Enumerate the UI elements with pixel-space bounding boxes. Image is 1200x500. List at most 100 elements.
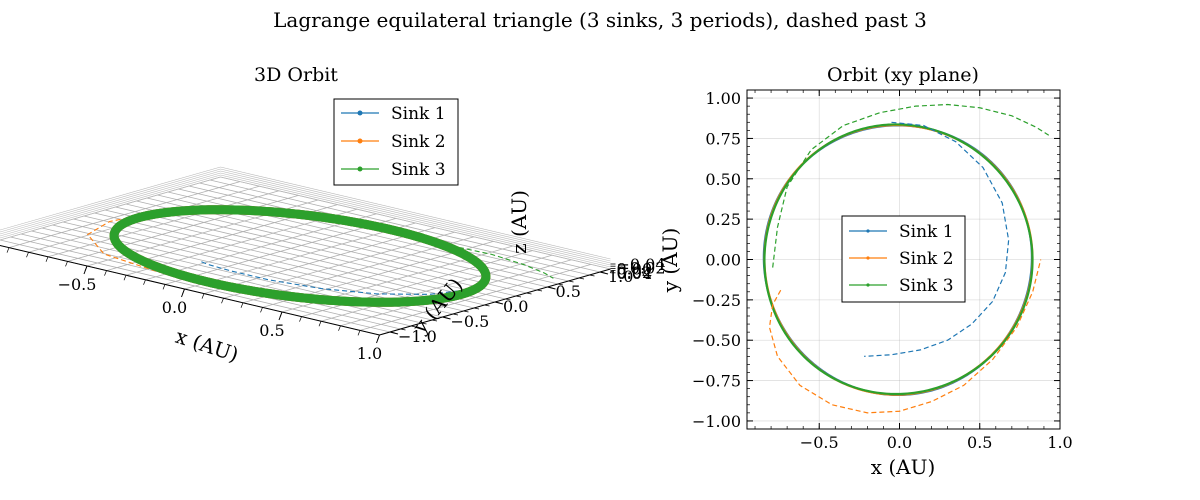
pane-wall-line bbox=[0, 172, 221, 237]
pane-wall-line bbox=[220, 176, 611, 270]
z-tick-label: −0.04 bbox=[617, 255, 666, 274]
y-tick-mark bbox=[494, 301, 504, 305]
y-minor-tick bbox=[400, 328, 406, 331]
y-minor-tick bbox=[484, 304, 490, 307]
legend-marker bbox=[866, 283, 870, 287]
pane-grid-y bbox=[94, 212, 485, 306]
orbit-xy-title: Orbit (xy plane) bbox=[827, 64, 979, 86]
y-tick-label: 0.00 bbox=[705, 251, 741, 270]
x-tick-label: 1.0 bbox=[357, 344, 382, 363]
legend-label: Sink 1 bbox=[391, 104, 446, 124]
orbit-xy-traces bbox=[762, 103, 1050, 414]
figure-suptitle: Lagrange equilateral triangle (3 sinks, … bbox=[273, 8, 927, 32]
y-tick-mark bbox=[442, 316, 451, 320]
x-tick-mark bbox=[83, 265, 88, 275]
z-tick-label: 0.00 bbox=[617, 259, 653, 278]
pane-grid-y bbox=[104, 209, 496, 303]
x-tick-mark bbox=[181, 288, 185, 298]
y-minor-tick bbox=[578, 277, 585, 280]
legend-marker bbox=[357, 110, 363, 116]
y-minor-tick bbox=[463, 310, 469, 313]
x-tick-label: 0.0 bbox=[162, 298, 187, 317]
y-minor-tick bbox=[589, 274, 595, 277]
orbit-xy-ylabel: y (AU) bbox=[658, 228, 682, 294]
pane-wall-line bbox=[220, 174, 611, 268]
x-minor-tick bbox=[162, 284, 166, 290]
pane-wall-line bbox=[0, 166, 221, 231]
x-minor-tick bbox=[6, 247, 10, 253]
y-tick-label: −0.50 bbox=[692, 331, 741, 350]
x-minor-tick bbox=[299, 316, 302, 322]
orbit-3d-axes: 3D Orbit −0.50.00.51.0−1.0−0.50.00.51.0−… bbox=[0, 64, 666, 367]
y-minor-tick bbox=[452, 313, 459, 316]
x-tick-mark bbox=[376, 334, 380, 344]
pane-grid-y bbox=[136, 200, 527, 294]
x-minor-tick bbox=[357, 330, 361, 336]
legend-label: Sink 1 bbox=[899, 222, 954, 242]
z-tick-label: −0.02 bbox=[617, 259, 666, 278]
pane-wall-line bbox=[220, 168, 611, 262]
legend-marker bbox=[357, 138, 363, 144]
pane-grid-y bbox=[31, 230, 422, 324]
orbit-3d-dashed-1 bbox=[198, 260, 459, 295]
y-tick-label: 0.75 bbox=[705, 129, 741, 148]
y-minor-tick bbox=[568, 280, 574, 283]
pane-wall-line bbox=[0, 170, 221, 235]
orbit-xy-solid-3 bbox=[763, 123, 1034, 396]
pane-wall-line bbox=[220, 170, 611, 264]
x-tick-label: −0.5 bbox=[58, 275, 97, 294]
x-tick-label: 0.5 bbox=[259, 321, 284, 340]
orbit-xy-ticks: −0.5 0.0 0.5 1.0 −1.00 −0.75 −0.50 −0.25 0.00 0.2… bbox=[692, 89, 1073, 452]
y-tick-label: 0.50 bbox=[705, 170, 741, 189]
orbit-3d-traces bbox=[86, 205, 554, 307]
orbit-xy-dashed-2 bbox=[768, 259, 1042, 414]
orbit-3d-legend: Sink 1 Sink 2 Sink 3 bbox=[333, 98, 459, 186]
orbit-xy-legend: Sink 1 Sink 2 Sink 3 bbox=[841, 215, 966, 303]
y-tick-label: 0.25 bbox=[705, 210, 741, 229]
x-minor-tick bbox=[260, 307, 263, 313]
y-minor-tick bbox=[473, 307, 480, 310]
orbit-3d-ticks: −0.50.00.51.0−1.0−0.50.00.51.0−0.04−0.02… bbox=[0, 244, 666, 363]
pane-wall-line bbox=[0, 168, 221, 233]
legend-label: Sink 2 bbox=[391, 132, 446, 152]
y-tick-label: 0.5 bbox=[556, 282, 581, 301]
y-tick-label: 1.0 bbox=[608, 267, 633, 286]
orbit-3d-dashed-2 bbox=[86, 212, 286, 295]
y-tick-mark bbox=[599, 271, 609, 275]
pane-grid-y bbox=[178, 188, 569, 282]
orbit-3d-zlabel: z (AU) bbox=[507, 190, 531, 254]
y-minor-tick bbox=[526, 292, 532, 295]
legend-label: Sink 3 bbox=[899, 276, 954, 296]
y-minor-tick bbox=[421, 322, 427, 325]
x-tick-label: 1.0 bbox=[1047, 433, 1072, 452]
pane-wall-line bbox=[220, 172, 611, 266]
pane-grid-y bbox=[209, 179, 601, 273]
y-tick-label: 1.00 bbox=[705, 89, 741, 108]
pane-grid-y bbox=[83, 215, 475, 309]
pane-wall-line bbox=[0, 176, 221, 241]
y-tick-label: −1.00 bbox=[692, 412, 741, 431]
pane-grid-y bbox=[125, 203, 517, 297]
orbit-3d-xlabel: x (AU) bbox=[173, 324, 242, 367]
x-minor-tick bbox=[143, 279, 146, 285]
pane-wall-line bbox=[220, 166, 611, 260]
orbit-xy-dashed-3 bbox=[772, 103, 1050, 268]
y-minor-tick bbox=[515, 295, 522, 298]
y-tick-label: −1.0 bbox=[398, 327, 437, 346]
pane-grid-y bbox=[73, 218, 464, 312]
x-minor-tick bbox=[65, 261, 68, 267]
legend-marker bbox=[357, 166, 363, 172]
x-minor-tick bbox=[318, 321, 322, 327]
z-tick-label: 0.04 bbox=[617, 264, 653, 283]
y-tick-label: −0.5 bbox=[451, 312, 490, 331]
legend-label: Sink 2 bbox=[899, 249, 954, 269]
x-tick-mark bbox=[278, 311, 283, 321]
x-minor-tick bbox=[104, 270, 107, 276]
y-tick-mark bbox=[547, 286, 556, 290]
y-minor-tick bbox=[536, 289, 543, 292]
x-tick-label: −0.5 bbox=[800, 433, 839, 452]
x-minor-tick bbox=[201, 293, 205, 299]
x-minor-tick bbox=[338, 325, 341, 331]
x-minor-tick bbox=[26, 252, 29, 258]
pane-grid-y bbox=[115, 206, 506, 300]
